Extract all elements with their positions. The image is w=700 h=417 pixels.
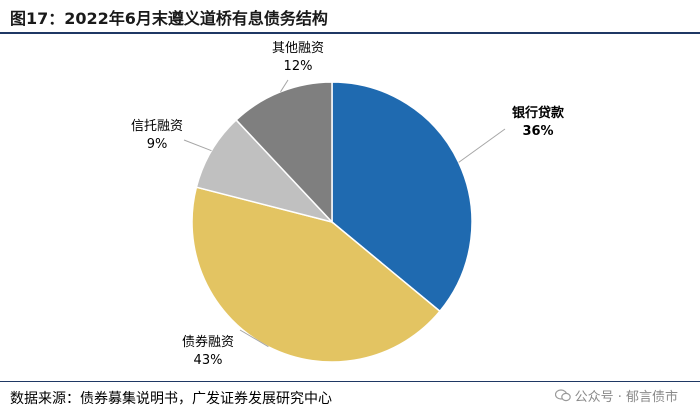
wechat-icon [554, 389, 571, 402]
slice-label-2: 债券融资 [182, 334, 234, 350]
slice-value-3: 9% [147, 137, 168, 152]
slice-value-2: 43% [194, 353, 223, 368]
leader-line-4 [280, 79, 289, 93]
slice-value-1: 36% [522, 124, 553, 139]
watermark: 公众号 · 郁言债市 [554, 386, 678, 405]
pie-slice-4 [235, 81, 333, 224]
title-bar: 图17：2022年6月末遵义道桥有息债务结构 [0, 0, 700, 34]
slice-label-3: 信托融资 [131, 119, 183, 134]
leader-line-1 [458, 128, 506, 163]
watermark-text: 公众号 · 郁言债市 [574, 390, 678, 405]
slice-label-1: 银行贷款 [512, 105, 565, 121]
pie-slice-3 [195, 118, 335, 224]
title-divider [0, 32, 700, 34]
source-note: 数据来源：债券募集说明书，广发证券发展研究中心 [10, 391, 332, 407]
pie-chart: 银行贷款 36% 债券融资 43% 信托融资 9% 其他融资 12% [131, 41, 565, 368]
leader-line-3 [183, 139, 212, 152]
slice-label-4: 其他融资 [272, 41, 324, 56]
slice-value-4: 12% [284, 59, 313, 74]
footer-divider [0, 381, 700, 382]
pie-slice-2 [191, 186, 441, 363]
pie-slice-1 [331, 81, 473, 313]
chart-area: 银行贷款 36% 债券融资 43% 信托融资 9% 其他融资 12% [0, 34, 700, 380]
chart-title: 图17：2022年6月末遵义道桥有息债务结构 [10, 9, 328, 28]
leader-line-2 [239, 329, 269, 348]
